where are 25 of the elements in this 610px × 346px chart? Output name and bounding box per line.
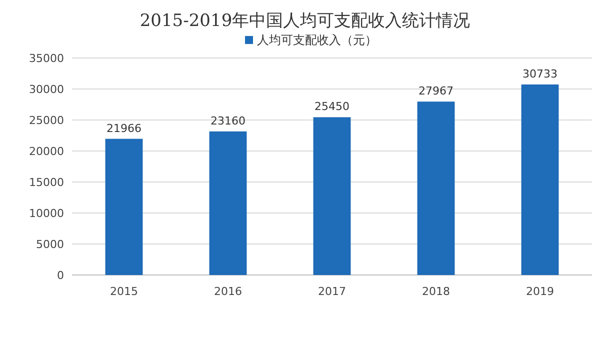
y-tick-label: 25000 xyxy=(29,114,64,127)
data-label: 21966 xyxy=(106,122,142,135)
data-label: 23160 xyxy=(210,114,246,128)
x-tick-label: 2016 xyxy=(214,285,242,298)
y-tick-label: 20000 xyxy=(29,145,64,158)
bar xyxy=(313,117,351,275)
x-tick-label: 2019 xyxy=(526,285,554,298)
y-tick-label: 35000 xyxy=(29,52,64,65)
y-tick-label: 30000 xyxy=(29,83,64,96)
y-tick-label: 5000 xyxy=(36,238,64,251)
x-tick-label: 2018 xyxy=(422,285,450,298)
chart-title: 2015-2019年中国人均可支配收入统计情况 xyxy=(140,11,470,31)
bar xyxy=(209,131,247,275)
data-label: 25450 xyxy=(314,100,350,114)
y-tick-label: 10000 xyxy=(29,207,64,220)
x-tick-label: 2017 xyxy=(318,285,346,298)
data-label: 27967 xyxy=(418,84,454,98)
data-label: 30733 xyxy=(522,67,558,80)
bar xyxy=(521,84,559,275)
y-tick-label: 15000 xyxy=(29,176,64,189)
bar xyxy=(417,102,455,275)
legend-label: 人均可支配收入（元） xyxy=(257,33,377,47)
y-tick-label: 0 xyxy=(57,269,64,282)
bar xyxy=(105,138,143,275)
x-tick-label: 2015 xyxy=(110,285,138,298)
